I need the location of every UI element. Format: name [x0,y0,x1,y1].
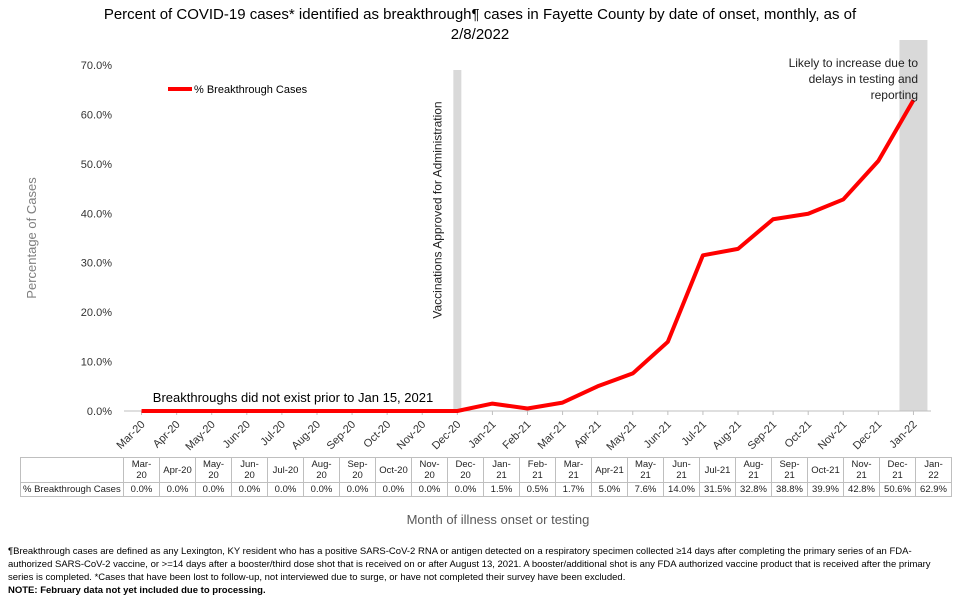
x-tick-label: May-21 [604,419,638,453]
table-value: 0.0% [411,482,448,497]
x-tick-label: Jul-21 [679,419,709,449]
x-tick-label: Sep-21 [746,419,780,453]
table-value: 0.0% [195,482,232,497]
table-value: 62.9% [915,482,952,497]
table-header-cell: Sep-21 [771,457,808,483]
annotation: Likely to increase due to delays in test… [788,56,918,102]
table-header-cell: Jul-20 [267,457,304,483]
x-tick-label: Dec-21 [851,419,885,453]
x-tick-label: Jun-21 [642,419,674,451]
y-tick-label: 0.0% [87,406,112,418]
x-tick-label: Nov-20 [395,419,429,453]
y-tick-label: 40.0% [81,208,112,220]
table-header-cell: Oct-20 [375,457,412,483]
footnotes: ¶Breakthrough cases are defined as any L… [8,545,953,597]
table-value: 0.0% [159,482,196,497]
table-header-cell: Aug-20 [303,457,340,483]
annotation: Vaccinations Approved for Administration [430,101,444,318]
annotation: Breakthroughs did not exist prior to Jan… [153,390,433,405]
table-header-cell: Apr-20 [159,457,196,483]
table-value: 14.0% [663,482,700,497]
table-header-cell: Mar-20 [123,457,160,483]
legend-label: % Breakthrough Cases [194,84,308,96]
x-tick-label: Oct-20 [361,419,393,451]
table-header-cell: Feb-21 [519,457,556,483]
x-tick-label: Nov-21 [816,419,850,453]
table-value: 5.0% [591,482,628,497]
table-header-cell: Jun-21 [663,457,700,483]
table-value: 0.0% [303,482,340,497]
table-header-cell: Jan-22 [915,457,952,483]
table-header-cell: Dec-20 [447,457,484,483]
x-tick-label: May-20 [183,419,217,453]
table-value: 0.5% [519,482,556,497]
table-value: 42.8% [843,482,880,497]
table-value: 31.5% [699,482,736,497]
table-value: 0.0% [123,482,160,497]
table-header-cell: Mar-21 [555,457,592,483]
x-tick-label: Oct-21 [782,419,814,451]
table-header-cell: May-20 [195,457,232,483]
table-value: 0.0% [447,482,484,497]
y-tick-label: 60.0% [81,109,112,121]
table-header-cell: Jan-21 [483,457,520,483]
table-header-cell: Aug-21 [735,457,772,483]
table-value: 32.8% [735,482,772,497]
x-tick-label: Dec-20 [430,419,464,453]
table-value: 1.5% [483,482,520,497]
table-header-cell: Dec-21 [879,457,916,483]
x-tick-label: Jul-20 [258,419,288,449]
x-tick-label: Sep-20 [325,419,359,453]
x-tick-label: Jan-21 [466,419,498,451]
table-value: 0.0% [231,482,268,497]
y-tick-label: 30.0% [81,258,112,270]
x-tick-label: Feb-21 [500,419,533,452]
table-header-cell: Jul-21 [699,457,736,483]
x-tick-label: Jan-22 [887,419,919,451]
table-header-cell: Jun-20 [231,457,268,483]
highlight-band [453,70,462,411]
table-value: 7.6% [627,482,664,497]
footnote: ¶Breakthrough cases are defined as any L… [8,546,931,583]
x-tick-label: Apr-21 [572,419,604,451]
table-header-cell: May-21 [627,457,664,483]
x-tick-label: Mar-21 [536,419,569,452]
y-tick-label: 70.0% [81,60,112,72]
y-axis-label: Percentage of Cases [24,177,39,299]
table-header-cell: Apr-21 [591,457,628,483]
y-tick-label: 50.0% [81,159,112,171]
table-row-header: % Breakthrough Cases [20,482,124,497]
table-header-cell: Nov-21 [843,457,880,483]
data-table: Mar-20 Apr-20 May-20 Jun-20 Jul-20 Aug-20 Sep-… [20,457,952,497]
footnote: NOTE: February data not yet included due… [8,585,266,596]
y-tick-label: 10.0% [81,357,112,369]
table-row: % Breakthrough Cases 0.0% 0.0% 0.0% 0.0% 0.0%… [20,482,952,497]
x-axis-label: Month of illness onset or testing [407,512,590,527]
chart-title: Percent of COVID-19 cases* identified as… [103,6,857,43]
table-value: 0.0% [339,482,376,497]
table-value: 0.0% [267,482,304,497]
table-header-cell: Nov-20 [411,457,448,483]
table-value: 38.8% [771,482,808,497]
x-tick-label: Apr-20 [151,419,183,451]
table-value: 50.6% [879,482,916,497]
x-tick-label: Jun-20 [221,419,253,451]
y-tick-label: 20.0% [81,307,112,319]
data-line [141,99,916,413]
table-header-cell: Oct-21 [807,457,844,483]
table-value: 0.0% [375,482,412,497]
x-tick-label: Mar-20 [115,419,148,452]
x-tick-label: Aug-21 [711,419,745,453]
table-value: 1.7% [555,482,592,497]
table-cell [20,457,124,483]
x-tick-label: Aug-20 [290,419,324,453]
table-value: 39.9% [807,482,844,497]
table-row: Mar-20 Apr-20 May-20 Jun-20 Jul-20 Aug-20 Sep-… [20,457,952,483]
table-header-cell: Sep-20 [339,457,376,483]
